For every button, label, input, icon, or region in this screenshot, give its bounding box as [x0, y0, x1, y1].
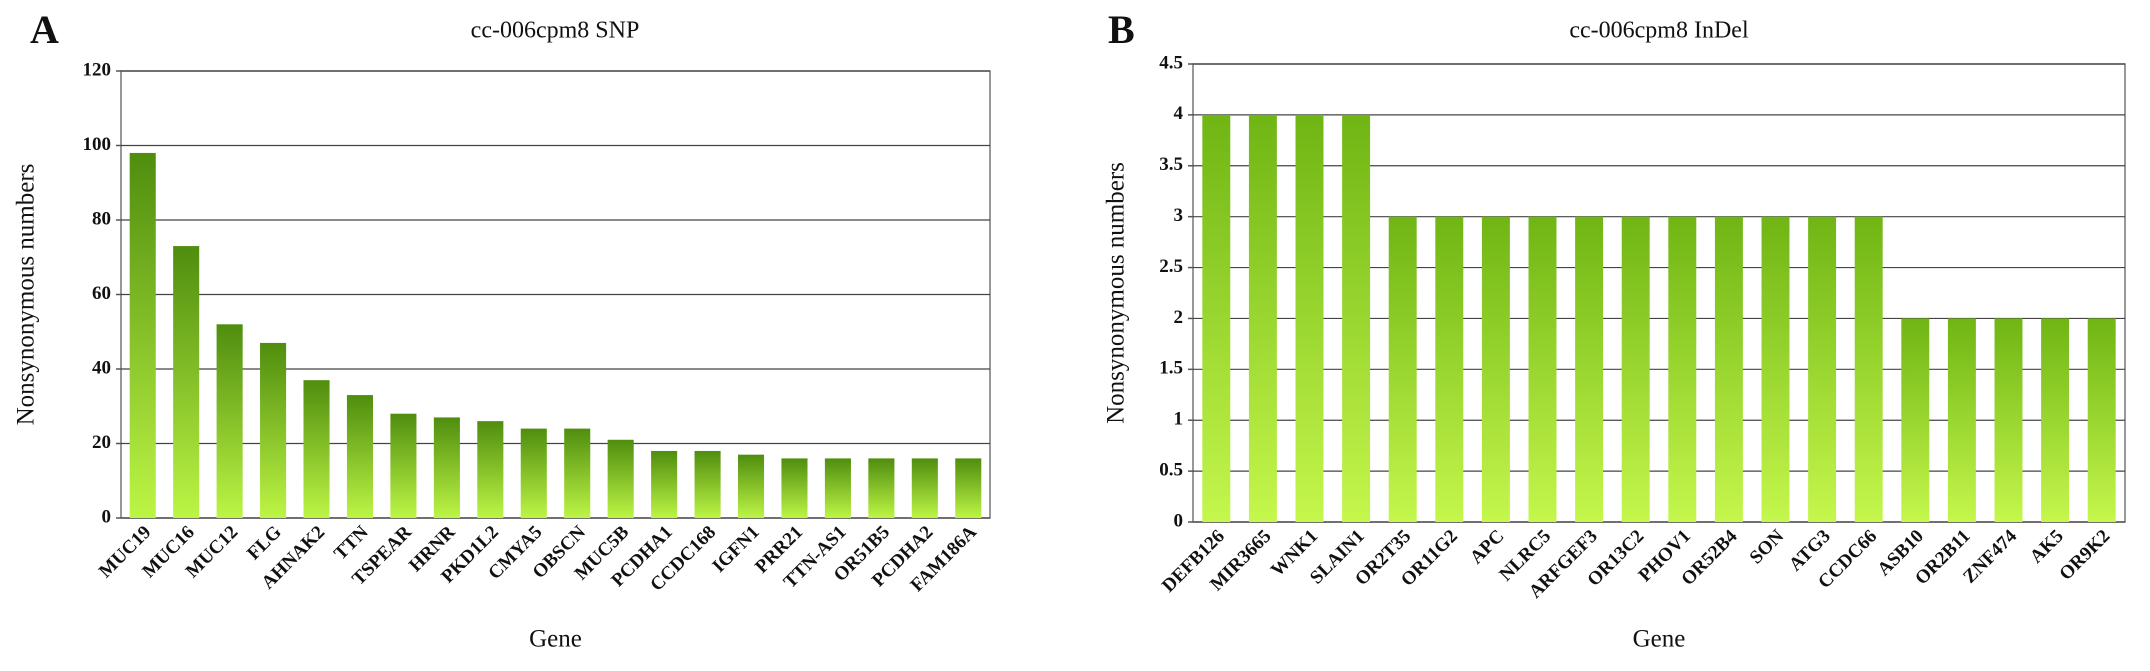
- chart-title: cc-006cpm8 SNP: [471, 18, 640, 44]
- bar: [1388, 216, 1417, 522]
- x-tick-label: OR9K2: [2055, 526, 2114, 585]
- x-tick-label: SON: [1746, 526, 1789, 569]
- bar: [216, 324, 243, 518]
- bar: [1248, 114, 1277, 522]
- bar: [1481, 216, 1510, 522]
- bar: [781, 458, 808, 518]
- y-tick-label: 0: [102, 506, 112, 527]
- bar: [1668, 216, 1697, 522]
- bar: [1342, 114, 1371, 522]
- y-tick-label: 3: [1174, 205, 1184, 226]
- x-tick-label: IGFN1: [708, 522, 763, 577]
- panel-label: B: [1108, 7, 1135, 52]
- bar: [651, 450, 678, 518]
- bar: [1808, 216, 1837, 522]
- bar: [477, 421, 504, 518]
- bar: [955, 458, 982, 518]
- bar: [1994, 318, 2023, 522]
- bar: [260, 342, 287, 518]
- panel-label: A: [30, 7, 59, 52]
- bar: [1295, 114, 1324, 522]
- y-tick-label: 2: [1174, 307, 1184, 328]
- bar: [564, 428, 591, 518]
- y-axis-label: Nonsynonymous numbers: [13, 164, 40, 426]
- bar: [390, 413, 417, 518]
- bar: [1621, 216, 1650, 522]
- bar: [1854, 216, 1883, 522]
- y-tick-label: 2.5: [1159, 256, 1183, 277]
- bar: [173, 246, 200, 518]
- y-tick-label: 40: [92, 357, 111, 378]
- y-tick-label: 1.5: [1159, 358, 1183, 379]
- bar: [2041, 318, 2070, 522]
- bar: [2087, 318, 2116, 522]
- y-tick-label: 3.5: [1159, 154, 1183, 175]
- y-tick-label: 80: [92, 208, 111, 229]
- bar: [911, 458, 938, 518]
- bar: [520, 428, 547, 518]
- y-tick-label: 1: [1174, 409, 1184, 430]
- y-tick-label: 0.5: [1159, 459, 1183, 480]
- x-axis-label: Gene: [529, 626, 582, 653]
- x-tick-label: APC: [1466, 526, 1508, 568]
- bar: [1714, 216, 1743, 522]
- bar: [1435, 216, 1464, 522]
- bar: [1761, 216, 1790, 522]
- bar: [1947, 318, 1976, 522]
- plot-area: [1192, 63, 2126, 523]
- bar: [346, 395, 374, 518]
- y-axis-label: Nonsynonymous numbers: [1103, 162, 1130, 424]
- bar: [868, 458, 895, 518]
- bar: [1575, 216, 1604, 522]
- bar: [433, 417, 460, 518]
- bar: [694, 450, 721, 518]
- x-axis-label: Gene: [1633, 626, 1686, 653]
- bar: [737, 454, 765, 518]
- y-tick-label: 4: [1174, 103, 1184, 124]
- bar: [1202, 114, 1231, 522]
- x-tick-label: AK5: [2026, 526, 2068, 568]
- bar: [1528, 216, 1557, 522]
- y-tick-label: 120: [83, 59, 112, 80]
- y-tick-label: 60: [92, 283, 111, 304]
- bar: [303, 380, 330, 518]
- bar: [129, 152, 156, 518]
- chart-title: cc-006cpm8 InDel: [1569, 18, 1749, 44]
- bar: [1901, 318, 1930, 522]
- y-tick-label: 20: [92, 432, 111, 453]
- bar: [824, 458, 851, 518]
- bar: [607, 439, 634, 518]
- y-tick-label: 4.5: [1159, 52, 1183, 73]
- y-tick-label: 100: [83, 134, 112, 155]
- y-tick-label: 0: [1174, 510, 1184, 531]
